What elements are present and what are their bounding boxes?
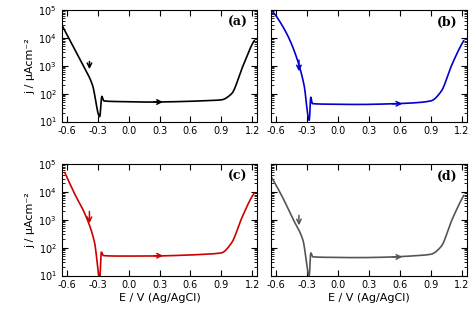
- Text: (d): (d): [437, 170, 457, 183]
- Text: (c): (c): [228, 170, 247, 183]
- Y-axis label: j / μAcm⁻²: j / μAcm⁻²: [26, 192, 36, 248]
- X-axis label: E / V (Ag/AgCl): E / V (Ag/AgCl): [328, 293, 410, 303]
- X-axis label: E / V (Ag/AgCl): E / V (Ag/AgCl): [118, 293, 201, 303]
- Y-axis label: j / μAcm⁻²: j / μAcm⁻²: [26, 38, 36, 94]
- Text: (b): (b): [437, 16, 457, 29]
- Text: (a): (a): [228, 16, 247, 29]
